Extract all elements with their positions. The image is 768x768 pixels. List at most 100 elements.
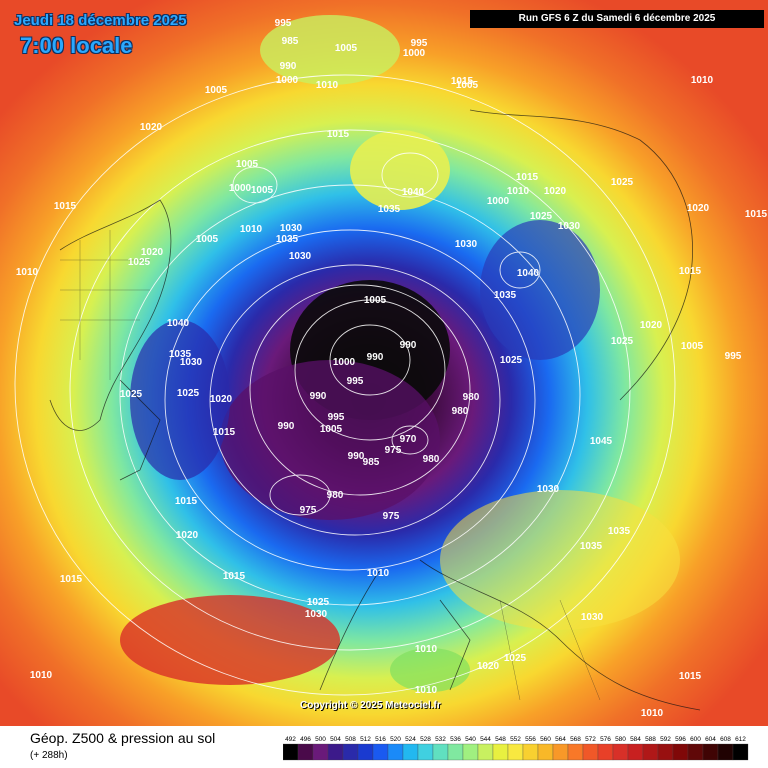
blue-zone-west (130, 320, 230, 480)
legend-tick: 516 (375, 736, 386, 743)
legend-tick: 604 (705, 736, 716, 743)
legend-swatch (567, 743, 584, 761)
yellow-zone-se (440, 490, 680, 630)
legend-tick: 568 (570, 736, 581, 743)
legend-tick: 588 (645, 736, 656, 743)
legend-tick: 548 (495, 736, 506, 743)
legend-tick: 596 (675, 736, 686, 743)
run-info: Run GFS 6 Z du Samedi 6 décembre 2025 (470, 10, 764, 28)
legend-tick: 528 (420, 736, 431, 743)
legend-tick: 532 (435, 736, 446, 743)
green-zone-south (390, 648, 470, 692)
pressure-label: 1035 (378, 204, 401, 215)
pressure-label: 970 (400, 434, 417, 445)
legend-swatch (297, 743, 314, 761)
pressure-label: 1025 (307, 597, 330, 608)
copyright: Copyright © 2025 Meteociel.fr (300, 700, 441, 711)
legend-tick: 540 (465, 736, 476, 743)
pressure-label: 1015 (679, 266, 702, 277)
legend-swatch (552, 743, 569, 761)
pressure-label: 1035 (169, 349, 192, 360)
legend-swatch (522, 743, 539, 761)
legend-tick: 556 (525, 736, 536, 743)
legend-swatch (612, 743, 629, 761)
pressure-label: 1025 (611, 177, 634, 188)
pressure-label: 1015 (679, 671, 702, 682)
pressure-label: 1015 (213, 427, 236, 438)
pressure-label: 1010 (641, 708, 664, 719)
pressure-label: 1015 (54, 201, 77, 212)
forecast-date: Jeudi 18 décembre 2025 (14, 12, 187, 29)
pressure-label: 975 (383, 511, 400, 522)
pressure-label: 1005 (364, 295, 387, 306)
pressure-label: 1020 (544, 186, 567, 197)
pressure-label: 1035 (580, 541, 603, 552)
footer: Géop. Z500 & pression au sol (+ 288h) 49… (0, 726, 768, 768)
pressure-label: 1030 (537, 484, 560, 495)
pressure-label: 1015 (327, 129, 350, 140)
legend-tick: 600 (690, 736, 701, 743)
pressure-label: 1030 (305, 609, 328, 620)
pressure-label: 1005 (205, 85, 228, 96)
pressure-label: 1040 (402, 187, 425, 198)
footer-subtitle: (+ 288h) (30, 750, 68, 761)
legend-tick: 520 (390, 736, 401, 743)
legend-tick: 496 (300, 736, 311, 743)
pressure-label: 1005 (251, 185, 274, 196)
pressure-label: 1020 (210, 394, 233, 405)
blue-zone-east (480, 220, 600, 360)
pressure-label: 995 (275, 18, 292, 29)
legend-swatch (582, 743, 599, 761)
legend-swatch (357, 743, 374, 761)
legend-swatch (627, 743, 644, 761)
pressure-label: 1010 (415, 685, 438, 696)
pressure-label: 1025 (500, 355, 523, 366)
legend-tick: 552 (510, 736, 521, 743)
pressure-label: 1040 (167, 318, 190, 329)
pressure-label: 1020 (477, 661, 500, 672)
pressure-label: 1020 (640, 320, 663, 331)
pressure-label: 1020 (687, 203, 710, 214)
pressure-label: 1010 (16, 267, 39, 278)
pressure-label: 980 (423, 454, 440, 465)
pressure-label: 990 (400, 340, 417, 351)
color-legend: 492 496 500 504 508 512 516 520 524 528 532 536 540 5… (283, 736, 749, 761)
pressure-label: 1010 (691, 75, 714, 86)
pressure-label: 1010 (415, 644, 438, 655)
border-lines (60, 230, 601, 701)
pressure-label: 1015 (516, 172, 539, 183)
legend-tick: 544 (480, 736, 491, 743)
legend-swatch (642, 743, 659, 761)
legend-swatch (687, 743, 704, 761)
legend-swatch (447, 743, 464, 761)
pressure-label: 1045 (590, 436, 613, 447)
pressure-label: 1030 (280, 223, 303, 234)
pressure-label: 1025 (611, 336, 634, 347)
legend-swatch (312, 743, 329, 761)
legend-tick: 608 (720, 736, 731, 743)
legend-tick: 492 (285, 736, 296, 743)
pressure-label: 1000 (487, 196, 510, 207)
pressure-label: 1015 (175, 496, 198, 507)
legend-tick: 524 (405, 736, 416, 743)
pressure-label: 1020 (140, 122, 163, 133)
legend-tick: 576 (600, 736, 611, 743)
coastlines (49, 109, 701, 711)
pressure-label: 1010 (316, 80, 339, 91)
footer-title: Géop. Z500 & pression au sol (30, 730, 216, 746)
pressure-label: 1005 (236, 159, 259, 170)
legend-tick: 564 (555, 736, 566, 743)
pressure-label: 1000 (403, 48, 426, 59)
legend-tick: 500 (315, 736, 326, 743)
legend-swatch (477, 743, 494, 761)
legend-swatch (507, 743, 524, 761)
pressure-label: 995 (725, 351, 742, 362)
legend-swatch (327, 743, 344, 761)
legend-swatch (702, 743, 719, 761)
pressure-label: 990 (310, 391, 327, 402)
pressure-label: 1035 (494, 290, 517, 301)
pressure-label: 1025 (177, 388, 200, 399)
forecast-time: 7:00 locale (20, 33, 133, 58)
